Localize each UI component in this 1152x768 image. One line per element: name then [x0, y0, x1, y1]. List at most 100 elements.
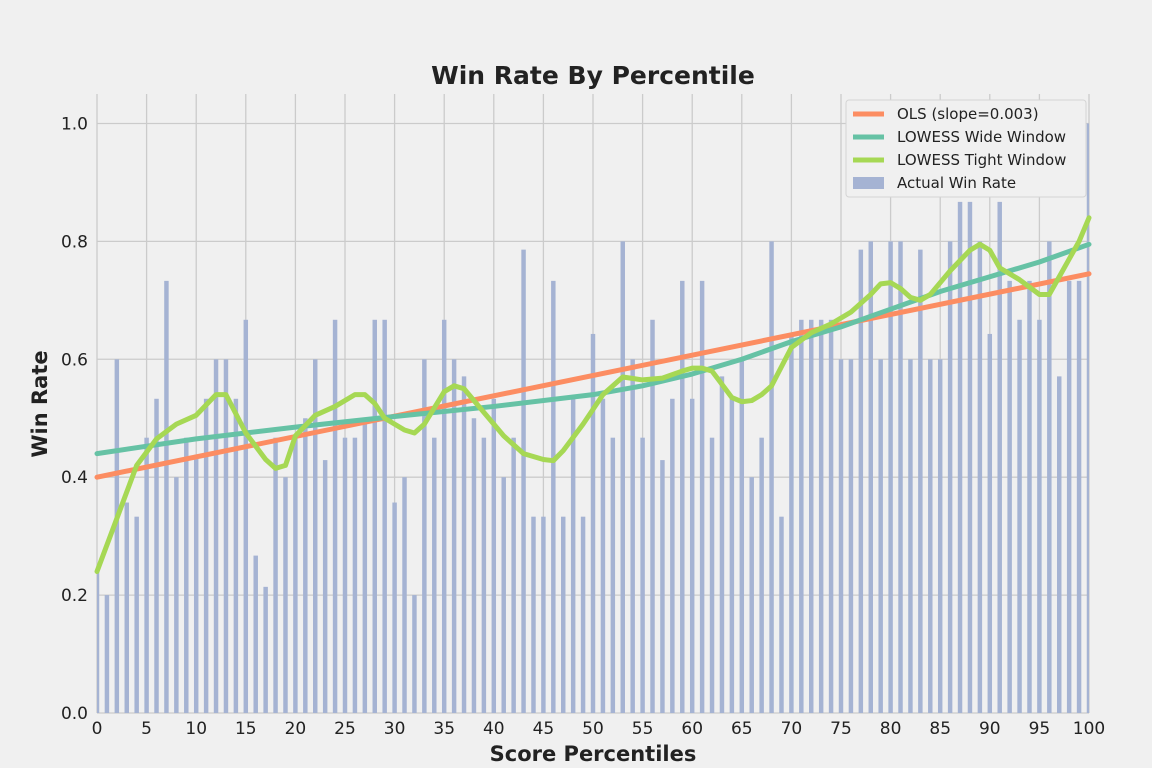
bar	[620, 241, 625, 713]
bar	[987, 333, 993, 713]
legend-label: LOWESS Wide Window	[897, 128, 1066, 146]
bar	[273, 437, 278, 713]
bar	[521, 249, 526, 714]
y-tick-label: 0.2	[61, 586, 88, 606]
bar	[422, 359, 427, 713]
bar	[531, 516, 536, 713]
bar	[828, 319, 834, 713]
y-axis-label: Win Rate	[28, 350, 52, 457]
bar	[610, 437, 616, 713]
bar	[928, 359, 933, 713]
bar	[283, 477, 288, 713]
bar	[1037, 319, 1042, 713]
bar	[769, 241, 774, 713]
x-tick-label: 25	[334, 719, 356, 739]
x-tick-label: 30	[384, 719, 406, 739]
x-tick-label: 45	[533, 719, 555, 739]
x-tick-label: 60	[681, 719, 703, 739]
bar	[471, 418, 477, 713]
bar	[878, 359, 883, 713]
bar	[114, 359, 120, 713]
bar	[481, 437, 487, 713]
bar	[1057, 376, 1062, 713]
bar	[203, 398, 209, 713]
bar	[511, 437, 516, 713]
bar	[362, 418, 368, 713]
bar	[451, 359, 457, 713]
x-tick-label: 75	[830, 719, 852, 739]
x-tick-label: 80	[880, 719, 902, 739]
legend-label: LOWESS Tight Window	[897, 151, 1066, 169]
bar	[1007, 280, 1012, 713]
bar	[799, 319, 804, 713]
bar	[689, 398, 695, 713]
x-tick-label: 20	[285, 719, 307, 739]
bar	[144, 437, 149, 713]
bar	[600, 398, 606, 713]
bar	[97, 565, 100, 713]
bar	[848, 359, 854, 713]
legend-box	[845, 99, 1087, 198]
bar	[977, 241, 983, 713]
bar	[1076, 280, 1082, 713]
bar	[650, 319, 655, 713]
bar	[898, 241, 903, 713]
y-tick-label: 1.0	[61, 114, 88, 134]
bar	[432, 437, 437, 713]
bar	[233, 398, 239, 713]
y-tick-label: 0.0	[61, 704, 88, 724]
x-axis-label: Score Percentiles	[490, 742, 697, 766]
bar	[739, 359, 745, 713]
bar	[957, 201, 963, 713]
x-tick-label: 35	[433, 719, 455, 739]
bar	[352, 437, 358, 713]
bar	[670, 398, 675, 713]
y-tick-label: 0.4	[61, 468, 88, 488]
bar	[1017, 319, 1022, 713]
bar	[809, 319, 814, 713]
series-line	[94, 271, 1092, 480]
bar	[719, 376, 725, 713]
x-tick-label: 50	[582, 719, 604, 739]
bar	[134, 516, 139, 713]
bar	[303, 418, 308, 713]
bar	[164, 280, 169, 713]
bar	[838, 359, 844, 713]
bar	[293, 437, 298, 713]
bar	[680, 280, 685, 713]
bar	[382, 319, 387, 713]
bar	[441, 319, 447, 713]
x-tick-label: 40	[483, 719, 505, 739]
bar	[193, 454, 199, 713]
bar	[124, 502, 129, 713]
bar	[868, 241, 873, 713]
bar	[551, 280, 556, 713]
bar	[937, 359, 943, 713]
bar	[402, 477, 407, 713]
bar	[908, 359, 913, 713]
bar	[243, 319, 249, 713]
bar	[412, 595, 417, 713]
bar	[561, 516, 566, 713]
legend: OLS (slope=0.003) LOWESS Wide Window LOWES…	[845, 99, 1087, 198]
bar	[491, 398, 497, 713]
x-tick-label: 95	[1029, 719, 1051, 739]
bar	[818, 319, 824, 713]
bar	[223, 359, 229, 713]
x-tick-label: 55	[632, 719, 654, 739]
bar	[372, 319, 377, 713]
bar	[947, 241, 953, 713]
x-tick-label: 85	[929, 719, 951, 739]
bar	[660, 460, 665, 713]
bar	[501, 477, 506, 713]
bar	[174, 477, 179, 713]
bar	[729, 398, 735, 713]
bar	[322, 460, 328, 713]
bar	[313, 359, 318, 713]
bar	[1066, 280, 1072, 713]
series-line	[94, 215, 1092, 575]
x-tick-label: 65	[731, 719, 753, 739]
bar	[918, 249, 923, 714]
bar	[630, 359, 635, 713]
